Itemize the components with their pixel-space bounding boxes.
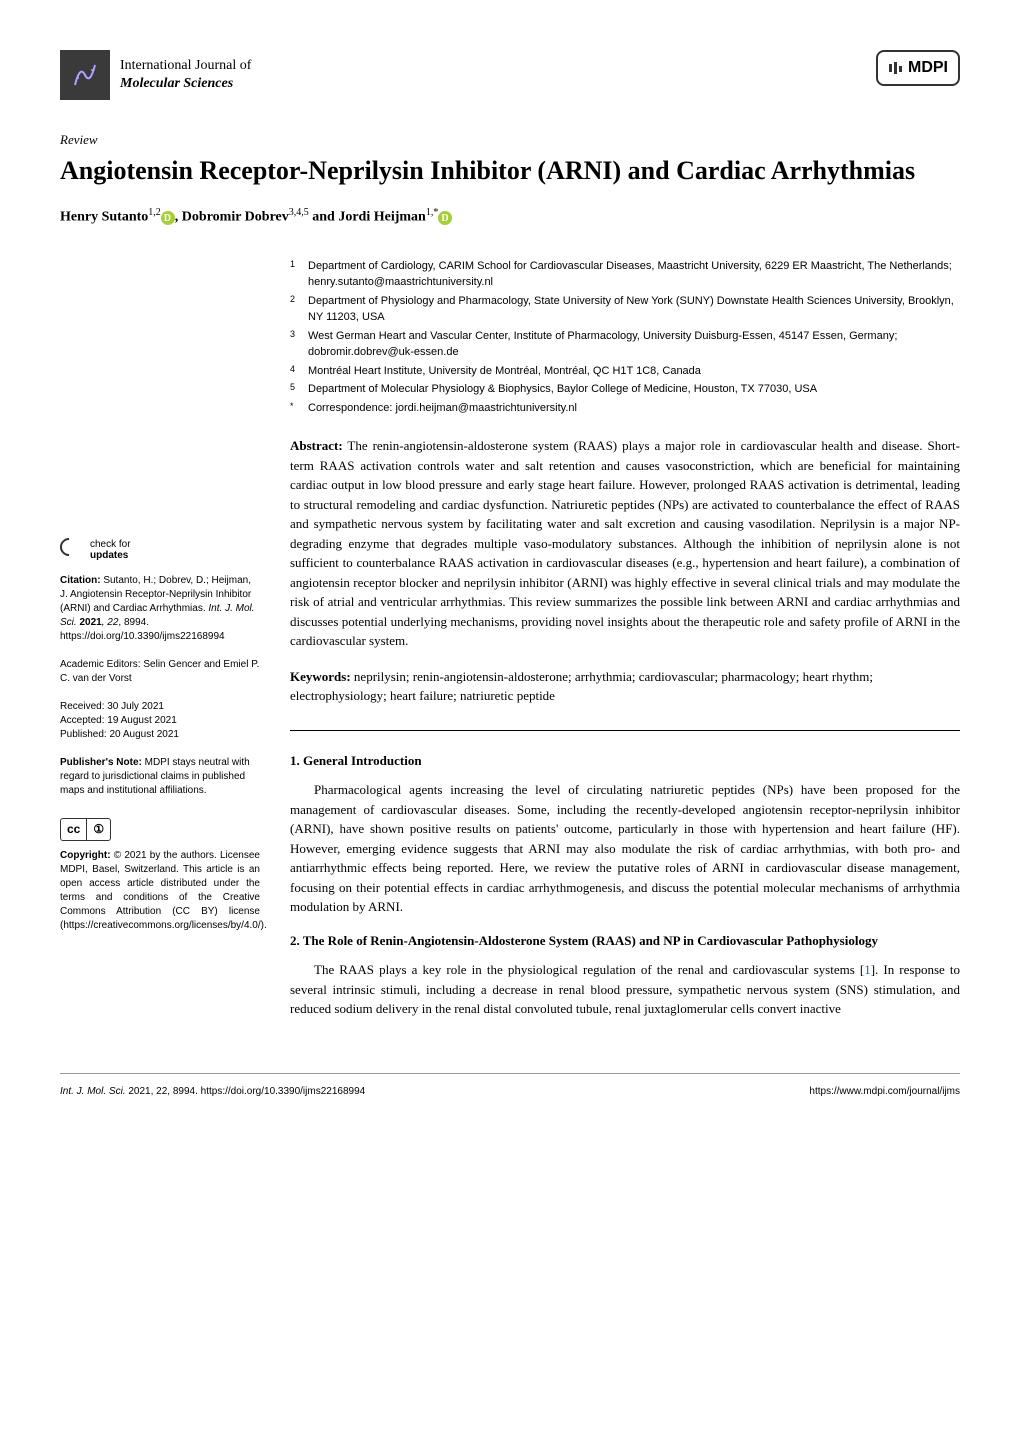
check-updates-text: check for updates [90, 539, 131, 561]
affiliation-number: 3 [290, 328, 308, 361]
footer-left-rest: 2021, 22, 8994. https://doi.org/10.3390/… [126, 1086, 366, 1097]
dates-block: Received: 30 July 2021 Accepted: 19 Augu… [60, 700, 260, 742]
affiliation-text: West German Heart and Vascular Center, I… [308, 328, 960, 361]
affiliation-text: Department of Cardiology, CARIM School f… [308, 258, 960, 291]
keywords-block: Keywords: neprilysin; renin-angiotensin-… [290, 667, 960, 706]
cc-icon: cc [61, 819, 87, 840]
accepted-label: Accepted: [60, 715, 107, 726]
affiliation-number: 2 [290, 293, 308, 326]
author-2-sup: 3,4,5 [289, 207, 309, 218]
check-updates-badge[interactable]: check for updates [60, 538, 260, 562]
affiliation-item: 4Montréal Heart Institute, University de… [290, 363, 960, 380]
affiliation-text: Department of Physiology and Pharmacolog… [308, 293, 960, 326]
keywords-text: neprilysin; renin-angiotensin-aldosteron… [290, 669, 873, 704]
section-2-heading: 2. The Role of Renin-Angiotensin-Aldoste… [290, 931, 960, 951]
affiliation-item: 1Department of Cardiology, CARIM School … [290, 258, 960, 291]
affiliation-item: *Correspondence: jordi.heijman@maastrich… [290, 400, 960, 417]
section-divider [290, 730, 960, 731]
footer-right: https://www.mdpi.com/journal/ijms [809, 1084, 960, 1099]
published-line: Published: 20 August 2021 [60, 728, 260, 742]
received-date: 30 July 2021 [107, 701, 164, 712]
journal-title: International Journal of Molecular Scien… [120, 57, 251, 93]
by-icon: ① [87, 819, 110, 840]
abstract-block: Abstract: The renin-angiotensin-aldoster… [290, 436, 960, 651]
and-text: and [309, 210, 339, 225]
copyright-label: Copyright: [60, 850, 111, 861]
copyright-block: Copyright: © 2021 by the authors. Licens… [60, 849, 260, 933]
cc-license-badge: cc ① [60, 818, 111, 841]
authors-line: Henry Sutanto1,2, Dobromir Dobrev3,4,5 a… [60, 205, 960, 228]
citation-year: 2021 [77, 617, 102, 628]
citation-vol: , 22 [102, 617, 119, 628]
published-label: Published: [60, 729, 109, 740]
publishers-note-block: Publisher's Note: MDPI stays neutral wit… [60, 756, 260, 798]
main-content: check for updates Citation: Sutanto, H.;… [60, 258, 960, 1033]
editors-label: Academic Editors: [60, 659, 143, 670]
affiliation-text: Department of Molecular Physiology & Bio… [308, 381, 960, 398]
author-1: Henry Sutanto [60, 210, 148, 225]
check-updates-icon [60, 538, 84, 562]
sidebar-spacer [60, 258, 260, 538]
footer-journal: Int. J. Mol. Sci. [60, 1086, 126, 1097]
received-label: Received: [60, 701, 107, 712]
section-1-heading: 1. General Introduction [290, 751, 960, 771]
orcid-icon [438, 211, 452, 225]
right-content: 1Department of Cardiology, CARIM School … [290, 258, 960, 1033]
publisher-logo: MDPI [876, 50, 960, 86]
footer-left: Int. J. Mol. Sci. 2021, 22, 8994. https:… [60, 1084, 365, 1099]
received-line: Received: 30 July 2021 [60, 700, 260, 714]
editors-block: Academic Editors: Selin Gencer and Emiel… [60, 658, 260, 686]
citation-label: Citation: [60, 575, 101, 586]
citation-block: Citation: Sutanto, H.; Dobrev, D.; Heijm… [60, 574, 260, 644]
copyright-text: © 2021 by the authors. Licensee MDPI, Ba… [60, 850, 267, 931]
accepted-line: Accepted: 19 August 2021 [60, 714, 260, 728]
affiliation-number: * [290, 400, 308, 417]
affiliation-text: Correspondence: jordi.heijman@maastricht… [308, 400, 960, 417]
affiliation-text: Montréal Heart Institute, University de … [308, 363, 960, 380]
journal-name-line2: Molecular Sciences [120, 75, 251, 93]
section-1-para-1: Pharmacological agents increasing the le… [290, 780, 960, 917]
page-footer: Int. J. Mol. Sci. 2021, 22, 8994. https:… [60, 1073, 960, 1099]
keywords-label: Keywords: [290, 669, 351, 684]
para-text-before-ref: The RAAS plays a key role in the physiol… [314, 962, 864, 977]
page-header: International Journal of Molecular Scien… [60, 50, 960, 100]
author-3-sup: 1,* [426, 207, 439, 218]
section-2-para-1: The RAAS plays a key role in the physiol… [290, 960, 960, 1019]
comma-1: , [175, 210, 182, 225]
article-type: Review [60, 130, 960, 150]
note-label: Publisher's Note: [60, 757, 142, 768]
affiliations-list: 1Department of Cardiology, CARIM School … [290, 258, 960, 417]
affiliation-item: 3West German Heart and Vascular Center, … [290, 328, 960, 361]
check-line1: check for [90, 539, 131, 550]
paper-title: Angiotensin Receptor-Neprilysin Inhibito… [60, 154, 960, 188]
check-line2: updates [90, 550, 131, 561]
publisher-logo-text: MDPI [908, 56, 948, 80]
affiliation-number: 1 [290, 258, 308, 291]
affiliation-number: 5 [290, 381, 308, 398]
abstract-text: The renin-angiotensin-aldosterone system… [290, 438, 960, 648]
affiliation-number: 4 [290, 363, 308, 380]
affiliation-item: 5Department of Molecular Physiology & Bi… [290, 381, 960, 398]
author-2: Dobromir Dobrev [182, 210, 289, 225]
published-date: 20 August 2021 [109, 729, 179, 740]
affiliation-item: 2Department of Physiology and Pharmacolo… [290, 293, 960, 326]
sidebar: check for updates Citation: Sutanto, H.;… [60, 258, 260, 1033]
abstract-label: Abstract: [290, 438, 343, 453]
journal-logo-block: International Journal of Molecular Scien… [60, 50, 251, 100]
author-3: Jordi Heijman [338, 210, 426, 225]
journal-icon [60, 50, 110, 100]
author-1-sup: 1,2 [148, 207, 161, 218]
orcid-icon [161, 211, 175, 225]
journal-name-line1: International Journal of [120, 57, 251, 75]
accepted-date: 19 August 2021 [107, 715, 177, 726]
